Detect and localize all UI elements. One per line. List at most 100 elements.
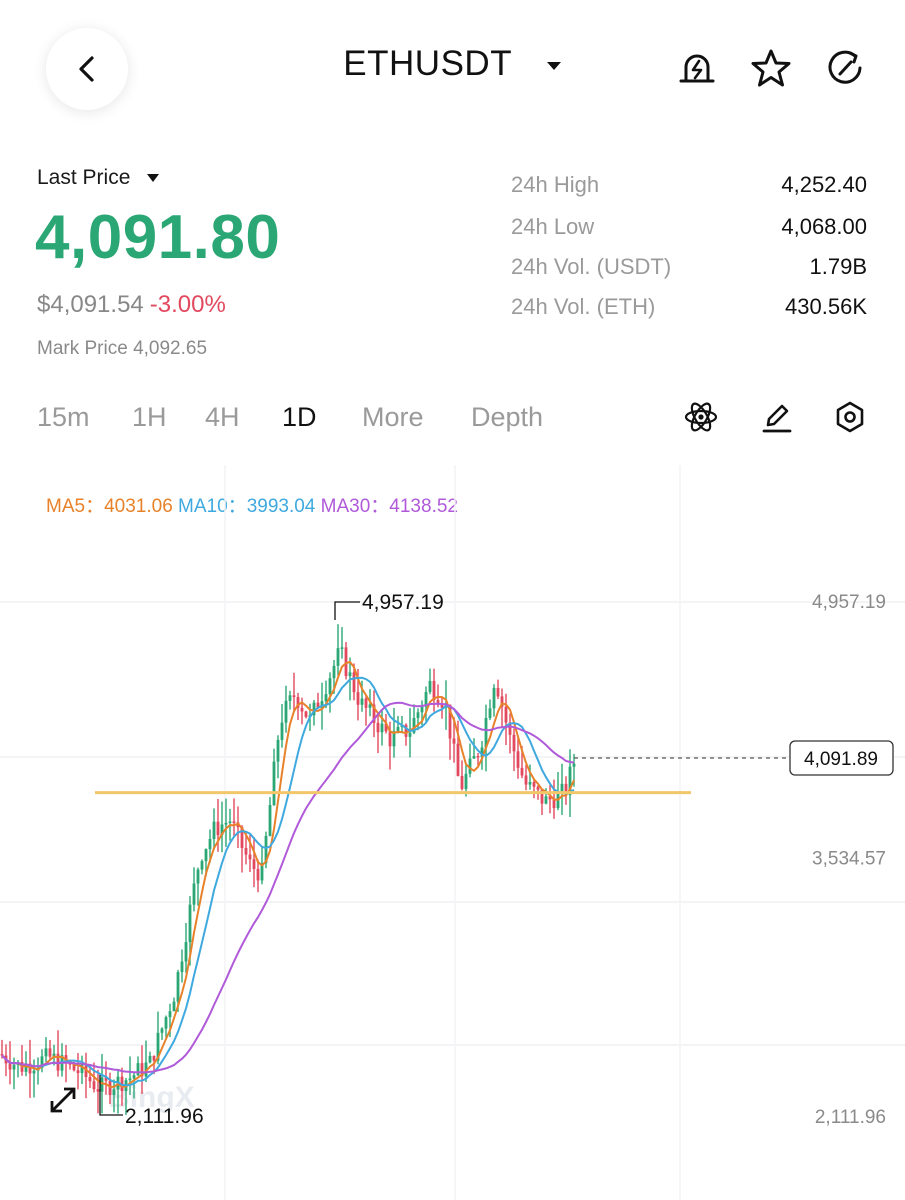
candle-body <box>244 847 248 855</box>
indicator-atom-icon[interactable] <box>684 400 718 434</box>
candle-body <box>248 854 252 860</box>
tab-more[interactable]: More <box>362 402 424 432</box>
caret-down-icon <box>546 61 561 70</box>
current-price-box <box>789 740 894 776</box>
candle-body <box>96 1089 100 1092</box>
pair-selector[interactable]: ETHUSDT <box>0 44 905 84</box>
candle-body <box>196 869 200 884</box>
candle-body <box>28 1063 32 1074</box>
favorite-star-icon[interactable] <box>751 48 791 88</box>
candle-body <box>276 739 280 762</box>
back-button[interactable] <box>46 28 128 110</box>
candle-body <box>352 672 356 693</box>
draw-pencil-icon[interactable] <box>760 400 794 434</box>
candle-body <box>188 904 192 943</box>
candle-body <box>516 751 520 768</box>
candle-body <box>152 1055 156 1061</box>
candle-body <box>424 691 428 707</box>
candle-body <box>284 700 288 723</box>
candle-body <box>328 678 332 695</box>
candle-body <box>420 706 424 713</box>
candle-body <box>184 942 188 962</box>
candle-body <box>68 1063 72 1065</box>
candle-body <box>416 712 420 719</box>
candle-body <box>48 1048 52 1057</box>
candle-body <box>44 1048 48 1057</box>
candle-body <box>524 775 528 785</box>
candle-body <box>76 1070 80 1074</box>
tab-depth[interactable]: Depth <box>471 402 544 432</box>
candle-body <box>316 702 320 709</box>
candle-body <box>480 747 484 758</box>
candle-body <box>456 743 460 776</box>
candle-body <box>220 824 224 836</box>
y-axis-label-top: 4,957.19 <box>812 592 886 613</box>
stat-value-vol-usdt: 1.79B <box>809 254 868 279</box>
ma10-line <box>1 676 575 1087</box>
candle-body <box>572 763 576 767</box>
candle-body <box>336 648 340 666</box>
candle-body <box>500 696 504 707</box>
pair-title: ETHUSDT <box>343 44 512 83</box>
caret-down-icon <box>147 174 160 183</box>
candle-body <box>304 711 308 717</box>
candle-body <box>212 821 216 839</box>
price-chart[interactable]: BingX 4,091.89 4,957.19 3,534.57 2,111.9… <box>0 465 905 1200</box>
candle-body <box>428 680 432 692</box>
candle-body <box>80 1063 84 1074</box>
current-price-label: 4,091.89 <box>804 749 878 770</box>
stat-label-vol-usdt: 24h Vol. (USDT) <box>511 254 672 279</box>
ma5-line <box>1 660 575 1088</box>
tab-1h[interactable]: 1H <box>132 402 167 432</box>
candle-body <box>568 766 572 796</box>
candle-body <box>232 821 236 823</box>
candle-body <box>24 1063 28 1072</box>
candle-body <box>240 827 244 848</box>
candle-body <box>132 1075 136 1079</box>
candle-body <box>376 722 380 733</box>
candle-body <box>488 708 492 718</box>
candle-body <box>168 1011 172 1018</box>
candle-body <box>408 732 412 737</box>
candle-body <box>148 1055 152 1063</box>
candle-body <box>260 863 264 881</box>
chart-grid <box>0 465 905 1200</box>
candle-body <box>540 789 544 804</box>
candle-body <box>412 718 416 733</box>
candle-body <box>192 883 196 905</box>
high-marker-label: 4,957.19 <box>362 591 444 614</box>
candle-body <box>180 961 184 973</box>
alert-bell-icon[interactable] <box>677 48 717 88</box>
share-icon[interactable] <box>825 48 865 88</box>
candle-body <box>140 1063 144 1077</box>
candle-body <box>468 758 472 774</box>
tab-15m[interactable]: 15m <box>37 402 90 432</box>
candle-body <box>32 1070 36 1074</box>
candle-body <box>440 704 444 708</box>
candle-body <box>320 701 324 709</box>
candle-body <box>464 773 468 789</box>
tab-4h[interactable]: 4H <box>205 402 240 432</box>
candle-body <box>128 1078 132 1081</box>
candle-body <box>8 1063 12 1070</box>
candle-body <box>136 1063 140 1076</box>
candle-body <box>560 783 564 792</box>
moving-average-lines <box>1 660 575 1088</box>
candle-body <box>388 731 392 747</box>
last-price-selector[interactable]: Last Price <box>37 166 160 190</box>
expand-icon[interactable] <box>50 1087 76 1113</box>
stat-label-vol-eth: 24h Vol. (ETH) <box>511 294 656 319</box>
candle-body <box>172 1001 176 1012</box>
candle-body <box>508 722 512 735</box>
candle-body <box>348 672 352 677</box>
candle-body <box>356 692 360 705</box>
ma30-label: MA30： <box>320 496 390 517</box>
candle-body <box>164 1017 168 1029</box>
ma5-value: 4031.06 <box>104 496 173 517</box>
tab-1d[interactable]: 1D <box>282 402 317 432</box>
stat-value-low: 4,068.00 <box>781 214 867 239</box>
candle-body <box>92 1081 96 1090</box>
settings-hexagon-icon[interactable] <box>833 400 867 434</box>
ma-legend: MA5：4031.06 MA10：3993.04 MA30：4138.52 <box>46 491 458 518</box>
candle-body <box>452 738 456 744</box>
